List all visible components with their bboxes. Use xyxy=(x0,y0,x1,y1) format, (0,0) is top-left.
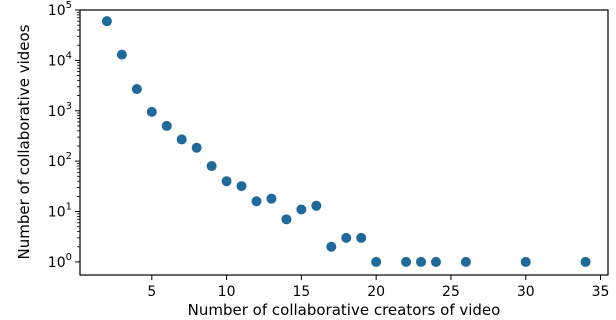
x-axis-ticks: 5 10 15 20 25 30 35 xyxy=(147,275,609,300)
y-tick-label: 103 xyxy=(48,101,72,120)
y-axis-ticks: 100 101 102 103 104 105 xyxy=(48,0,80,271)
data-point xyxy=(430,256,441,267)
data-point xyxy=(236,181,247,192)
x-tick-label: 25 xyxy=(442,284,460,300)
x-tick-label: 15 xyxy=(292,284,310,300)
y-tick-label: 102 xyxy=(48,151,72,170)
data-point xyxy=(520,256,531,267)
data-point xyxy=(341,232,352,243)
x-axis-title: Number of collaborative creators of vide… xyxy=(188,301,501,319)
data-point xyxy=(311,200,322,211)
data-point xyxy=(266,193,277,204)
data-point xyxy=(371,256,382,267)
x-tick-label: 5 xyxy=(147,284,156,300)
data-point xyxy=(101,16,112,27)
data-point xyxy=(176,134,187,145)
data-point xyxy=(131,84,142,95)
data-point xyxy=(146,106,157,117)
y-tick-label: 100 xyxy=(48,252,72,271)
data-point xyxy=(356,232,367,243)
data-point xyxy=(281,214,292,225)
x-tick-label: 10 xyxy=(218,284,236,300)
data-point xyxy=(116,49,127,60)
data-point xyxy=(206,161,217,172)
data-point xyxy=(251,196,262,207)
data-point xyxy=(416,256,427,267)
data-point xyxy=(460,256,471,267)
plot-frame xyxy=(79,9,609,276)
data-point xyxy=(191,142,202,153)
data-point xyxy=(580,256,591,267)
data-point xyxy=(221,176,232,187)
y-tick-label: 104 xyxy=(48,50,72,69)
y-tick-label: 101 xyxy=(48,202,72,221)
data-points xyxy=(101,16,591,267)
x-tick-label: 35 xyxy=(592,284,610,300)
data-point xyxy=(161,120,172,131)
data-point xyxy=(401,256,412,267)
y-axis-title: Number of collaborative videos xyxy=(15,24,33,259)
x-tick-label: 20 xyxy=(367,284,385,300)
data-point xyxy=(326,241,337,252)
y-tick-label: 105 xyxy=(48,0,72,19)
data-point xyxy=(296,204,307,215)
x-tick-label: 30 xyxy=(517,284,535,300)
